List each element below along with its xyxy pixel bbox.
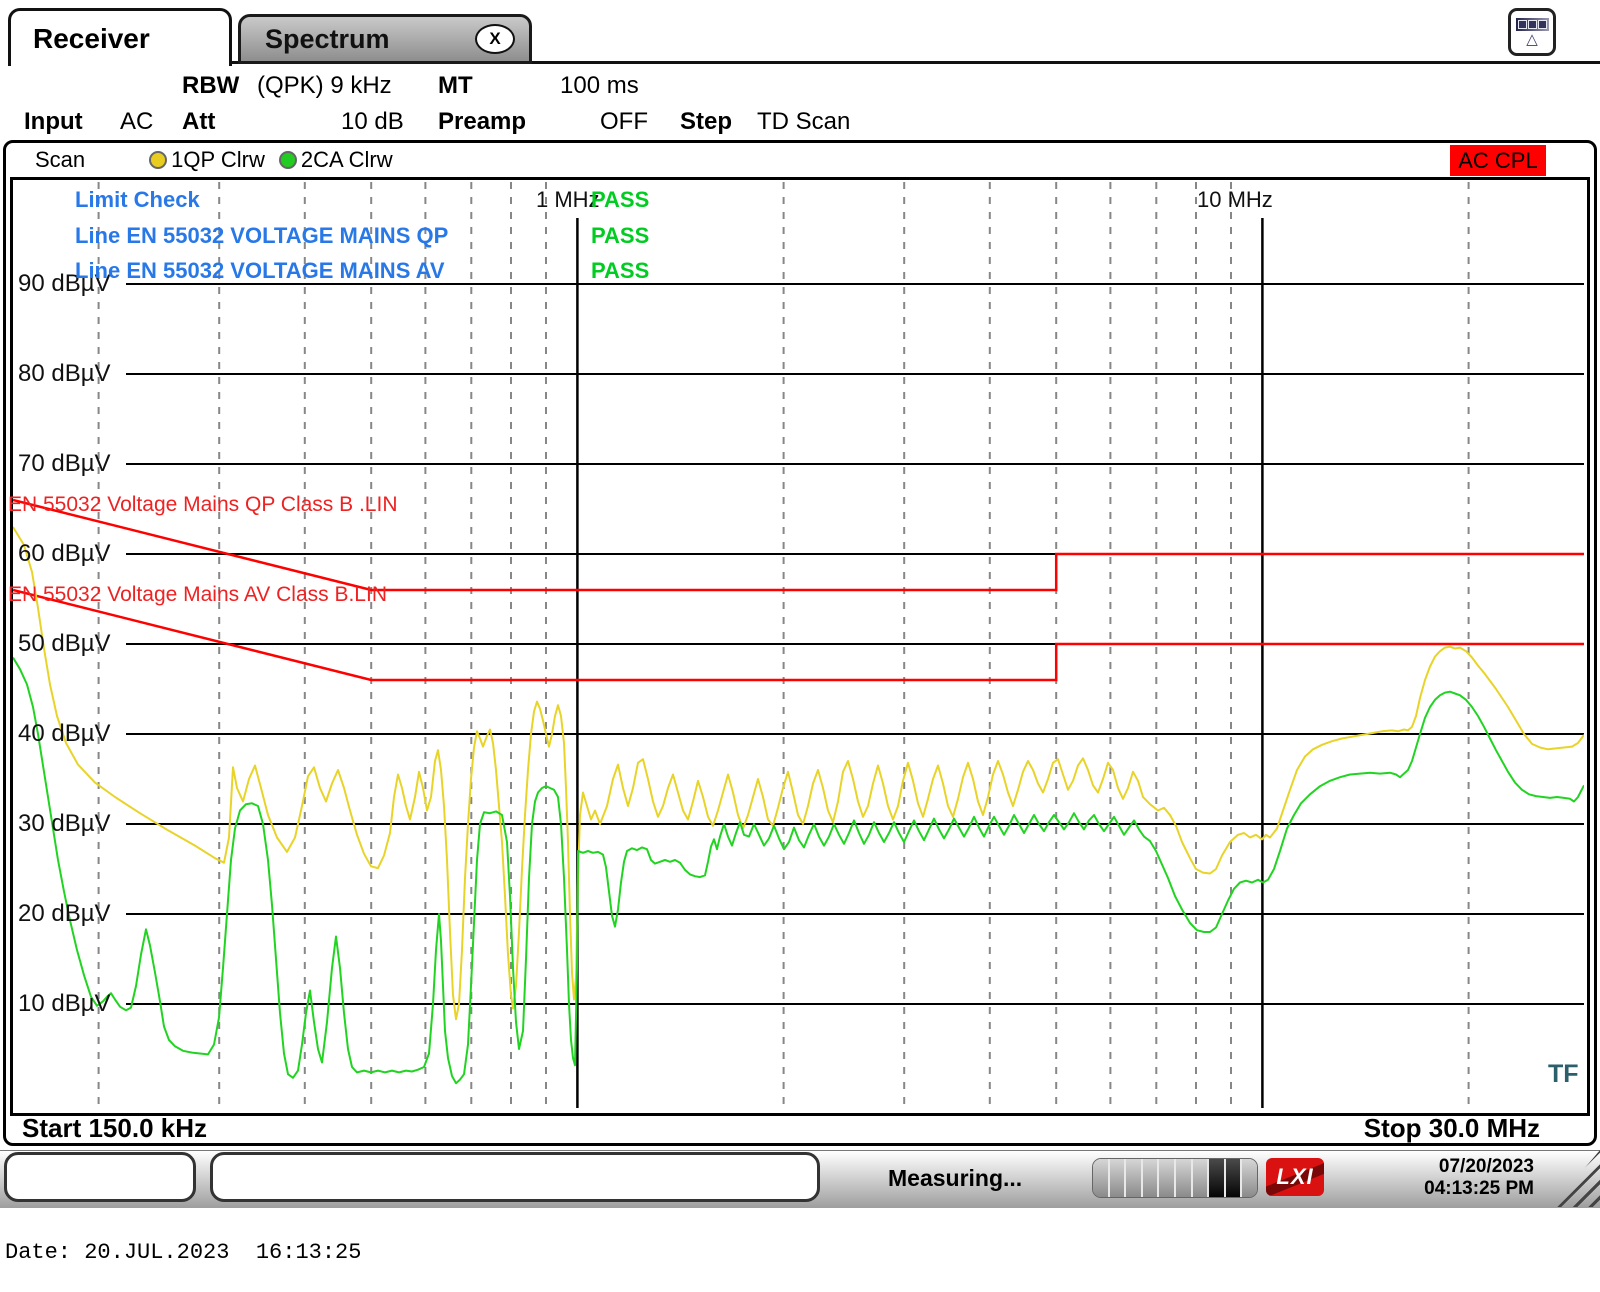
progress-segment (1192, 1159, 1210, 1197)
y-axis-tick-label: 10 dBµV (18, 990, 111, 1017)
tab-spectrum[interactable]: Spectrum X (238, 14, 532, 64)
tab-spectrum-label: Spectrum (265, 23, 390, 54)
progress-segment (1126, 1159, 1143, 1197)
mt-label: MT (438, 72, 473, 99)
softkey-field-2[interactable] (210, 1152, 820, 1202)
y-axis-tick-label: 60 dBµV (18, 540, 111, 567)
screenshot-date-stamp: Date: 20.JUL.2023 16:13:25 (5, 1240, 362, 1265)
y-axis-tick-label: 50 dBµV (18, 630, 111, 657)
y-axis-tick-label: 20 dBµV (18, 900, 111, 927)
step-label: Step (680, 108, 733, 135)
limit-label-av: EN 55032 Voltage Mains AV Class B.LIN (8, 583, 387, 606)
progress-segment (1175, 1159, 1193, 1197)
progress-segment (1109, 1159, 1127, 1197)
att-value[interactable]: 10 dB (341, 108, 404, 135)
tab-receiver[interactable]: Receiver (8, 8, 232, 66)
progress-segment (1093, 1159, 1110, 1197)
progress-segment (1159, 1159, 1176, 1197)
tab-close-icon[interactable]: X (475, 24, 515, 54)
scan-title: Scan (35, 147, 86, 172)
rbw-setting: RBW (182, 72, 239, 100)
trace1-legend[interactable]: 1QP Clrw (171, 147, 265, 172)
stop-frequency-label: Stop 30.0 MHz (1363, 1113, 1540, 1143)
progress-segment (1242, 1159, 1257, 1197)
rbw-label: RBW (182, 72, 240, 99)
scan-header: Scan 1QP Clrw 2CA Clrw (16, 144, 1586, 176)
triangle-icon: △ (1526, 31, 1538, 48)
status-date: 07/20/2023 (1438, 1156, 1534, 1177)
y-axis-tick-label: 90 dBµV (18, 270, 111, 297)
limit-check-title: Limit Check (75, 187, 200, 212)
status-time: 04:13:25 PM (1424, 1178, 1534, 1199)
start-frequency-label: Start 150.0 kHz (22, 1113, 207, 1143)
progress-segment (1142, 1159, 1160, 1197)
limit-av-result: PASS (591, 258, 650, 283)
limit-check-line-av: Line EN 55032 VOLTAGE MAINS AV (75, 258, 445, 283)
limit-check-line-qp: Line EN 55032 VOLTAGE MAINS QP (75, 223, 449, 248)
limit-check-result: PASS (591, 187, 650, 212)
mt-value[interactable]: 100 ms (560, 72, 639, 99)
virtual-keyboard-icon (1515, 18, 1549, 31)
tab-receiver-label: Receiver (33, 22, 150, 54)
tab-row-divider (232, 61, 1600, 64)
clock-display: 07/20/2023 04:13:25 PM (1424, 1156, 1534, 1200)
trace2-legend[interactable]: 2CA Clrw (300, 147, 393, 172)
progress-segment (1225, 1159, 1243, 1197)
freq-marker-10mhz: 10 MHz (1197, 187, 1273, 212)
coupling-badge: AC CPL (1450, 145, 1546, 176)
y-axis-tick-label: 30 dBµV (18, 810, 111, 837)
input-value[interactable]: AC (120, 108, 154, 135)
y-axis-tick-label: 70 dBµV (18, 450, 111, 477)
y-axis-tick-label: 40 dBµV (18, 720, 111, 747)
att-label: Att (182, 108, 216, 135)
measurement-progress-bar (1092, 1158, 1258, 1198)
spectrum-plot-area[interactable] (10, 177, 1590, 1116)
y-axis-tick-label: 80 dBµV (18, 360, 111, 387)
measuring-status: Measuring... (888, 1165, 1023, 1191)
limit-label-qp: EN 55032 Voltage Mains QP Class B .LIN (8, 493, 398, 516)
trace2-marker-icon (278, 151, 297, 169)
progress-segment (1209, 1159, 1226, 1197)
lxi-logo: LXI (1266, 1158, 1324, 1196)
preamp-label: Preamp (438, 108, 527, 135)
virtual-keyboard-button[interactable]: △ (1508, 8, 1556, 56)
step-value[interactable]: TD Scan (757, 108, 851, 135)
preamp-value[interactable]: OFF (600, 108, 648, 135)
trace1-marker-icon (149, 151, 168, 169)
tf-indicator: TF (1548, 1060, 1579, 1088)
limit-qp-result: PASS (591, 223, 650, 248)
input-label: Input (24, 108, 83, 135)
rbw-value[interactable]: (QPK) 9 kHz (257, 72, 392, 99)
softkey-field-1[interactable] (4, 1152, 196, 1202)
